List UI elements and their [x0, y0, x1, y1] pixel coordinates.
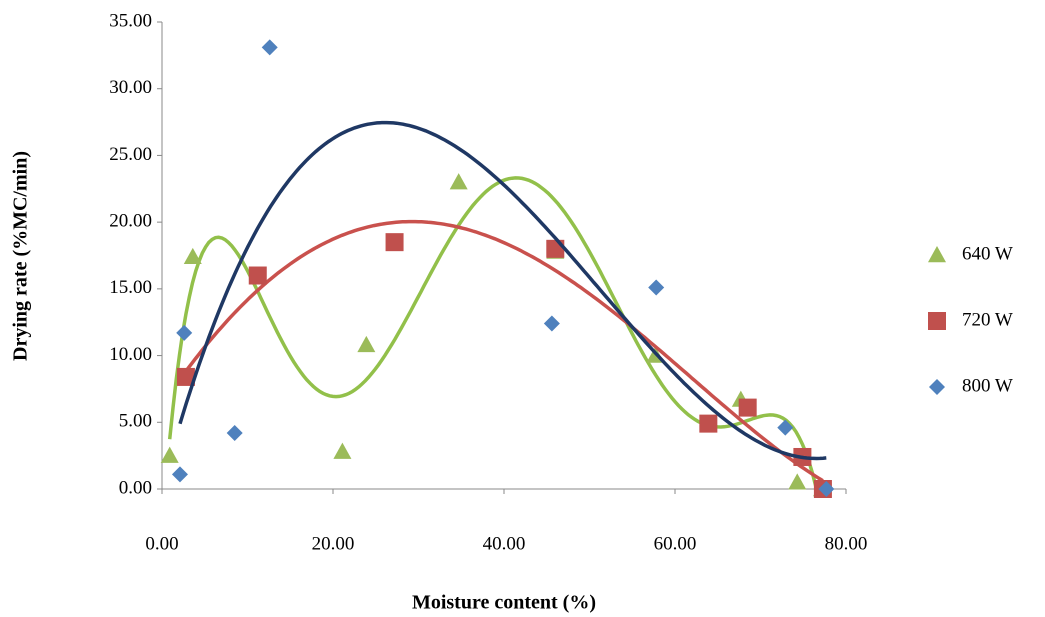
x-tick-label: 20.00: [312, 533, 355, 554]
data-point: [161, 447, 179, 463]
data-point: [357, 336, 375, 352]
chart: Moisture content (%) Drying rate (%MC/mi…: [0, 0, 1045, 617]
data-point: [333, 443, 351, 459]
y-tick-label: 30.00: [109, 77, 152, 98]
data-point: [227, 425, 243, 441]
data-point: [648, 280, 664, 296]
legend-marker: [928, 312, 946, 330]
data-point: [546, 240, 564, 258]
data-point: [249, 267, 267, 285]
legend-marker: [929, 379, 945, 395]
data-point: [699, 415, 717, 433]
data-point: [262, 39, 278, 55]
x-tick-label: 40.00: [483, 533, 526, 554]
legend-label: 720 W: [962, 309, 1013, 330]
data-point: [176, 325, 192, 341]
y-tick-label: 20.00: [109, 211, 152, 232]
data-point: [450, 173, 468, 189]
y-tick-label: 35.00: [109, 10, 152, 31]
y-tick-label: 10.00: [109, 344, 152, 365]
x-tick-label: 0.00: [145, 533, 178, 554]
x-tick-label: 60.00: [654, 533, 697, 554]
y-tick-label: 25.00: [109, 144, 152, 165]
data-point: [172, 466, 188, 482]
legend-label: 640 W: [962, 243, 1013, 264]
y-axis-title: Drying rate (%MC/min): [10, 151, 32, 361]
data-point: [777, 420, 793, 436]
data-point: [788, 473, 806, 489]
data-point: [386, 233, 404, 251]
y-tick-label: 15.00: [109, 277, 152, 298]
y-tick-label: 5.00: [119, 411, 152, 432]
x-tick-label: 80.00: [825, 533, 868, 554]
data-point: [544, 316, 560, 332]
legend-marker: [928, 246, 946, 262]
trendline: [170, 178, 822, 516]
data-point: [184, 248, 202, 264]
x-axis-title: Moisture content (%): [412, 592, 596, 614]
y-tick-label: 0.00: [119, 477, 152, 498]
legend-label: 800 W: [962, 375, 1013, 396]
trendline: [186, 222, 823, 481]
data-point: [739, 399, 757, 417]
